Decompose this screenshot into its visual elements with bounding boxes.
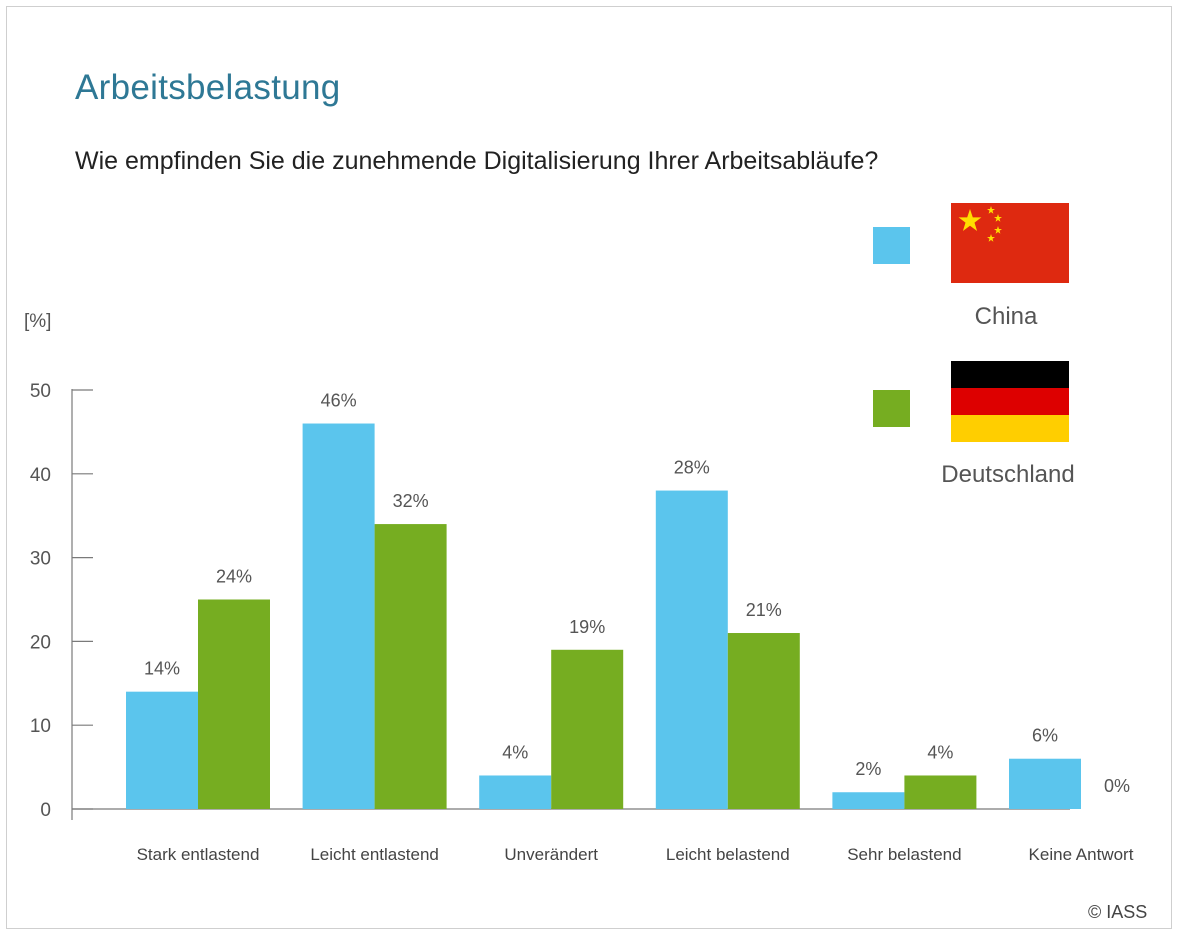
bar-china-3 — [655, 490, 728, 809]
china-flag-small-star-3 — [994, 226, 1002, 234]
bar-deutschland-4 — [904, 775, 977, 809]
chart-subtitle: Wie empfinden Sie die zunehmende Digital… — [75, 147, 879, 175]
data-label-china-2: 4% — [502, 742, 528, 762]
china-flag-big-star — [958, 209, 982, 231]
china-flag-small-star-2 — [994, 214, 1002, 222]
copyright-credit: © IASS — [1088, 902, 1148, 922]
legend-swatch-deutschland — [873, 390, 910, 427]
y-tick-label-2: 20 — [30, 632, 51, 653]
legend-label-deutschland: Deutschland — [941, 461, 1074, 488]
data-label-deutschland-2: 19% — [569, 617, 605, 637]
chart-frame — [6, 6, 1172, 929]
y-tick-label-5: 50 — [30, 381, 51, 402]
x-category-label-1: Leicht entlastend — [310, 845, 439, 864]
legend: China Deutschland — [873, 203, 1075, 488]
x-category-label-3: Leicht belastend — [666, 845, 790, 864]
china-flag-small-star-1 — [987, 206, 995, 214]
y-tick-label-0: 0 — [40, 800, 51, 821]
data-label-deutschland-1: 32% — [393, 491, 429, 511]
bar-deutschland-2 — [551, 649, 624, 809]
chart-title: Arbeitsbelastung — [75, 68, 341, 107]
bar-deutschland-0 — [198, 599, 270, 809]
data-label-china-5: 6% — [1032, 726, 1058, 746]
germany-flag-gold-stripe — [951, 415, 1069, 442]
bar-china-0 — [126, 691, 198, 809]
bar-deutschland-1 — [374, 524, 447, 809]
data-label-deutschland-4: 4% — [927, 742, 953, 762]
x-category-label-0: Stark entlastend — [137, 845, 260, 864]
data-label-deutschland-5: 0% — [1104, 776, 1130, 796]
data-label-china-4: 2% — [855, 759, 881, 779]
germany-flag-icon — [951, 361, 1069, 442]
x-category-label-5: Keine Antwort — [1029, 845, 1134, 864]
germany-flag-black-stripe — [951, 361, 1069, 388]
data-label-deutschland-0: 24% — [216, 567, 252, 587]
data-label-deutschland-3: 21% — [746, 600, 782, 620]
bar-china-4 — [832, 792, 905, 809]
data-label-china-3: 28% — [674, 458, 710, 478]
bars: Stark entlastend 14% 24% Leicht entlastend 4… — [126, 391, 1134, 864]
x-category-label-2: Unverändert — [504, 845, 598, 864]
y-tick-label-3: 30 — [30, 549, 51, 570]
data-label-china-1: 46% — [321, 391, 357, 411]
bar-deutschland-3 — [727, 633, 800, 809]
germany-flag-red-stripe — [951, 388, 1069, 415]
bar-china-2 — [479, 775, 552, 809]
legend-swatch-china — [873, 227, 910, 264]
bar-china-1 — [302, 423, 375, 809]
china-flag-icon — [951, 203, 1069, 283]
y-axis-unit-label: [%] — [24, 311, 52, 332]
data-label-china-0: 14% — [144, 659, 180, 679]
y-tick-label-1: 10 — [30, 716, 51, 737]
china-flag-small-star-4 — [987, 234, 995, 242]
y-tick-label-4: 40 — [30, 465, 51, 486]
legend-label-china: China — [975, 303, 1038, 330]
x-category-label-4: Sehr belastend — [847, 845, 961, 864]
bar-china-5 — [1009, 758, 1081, 809]
